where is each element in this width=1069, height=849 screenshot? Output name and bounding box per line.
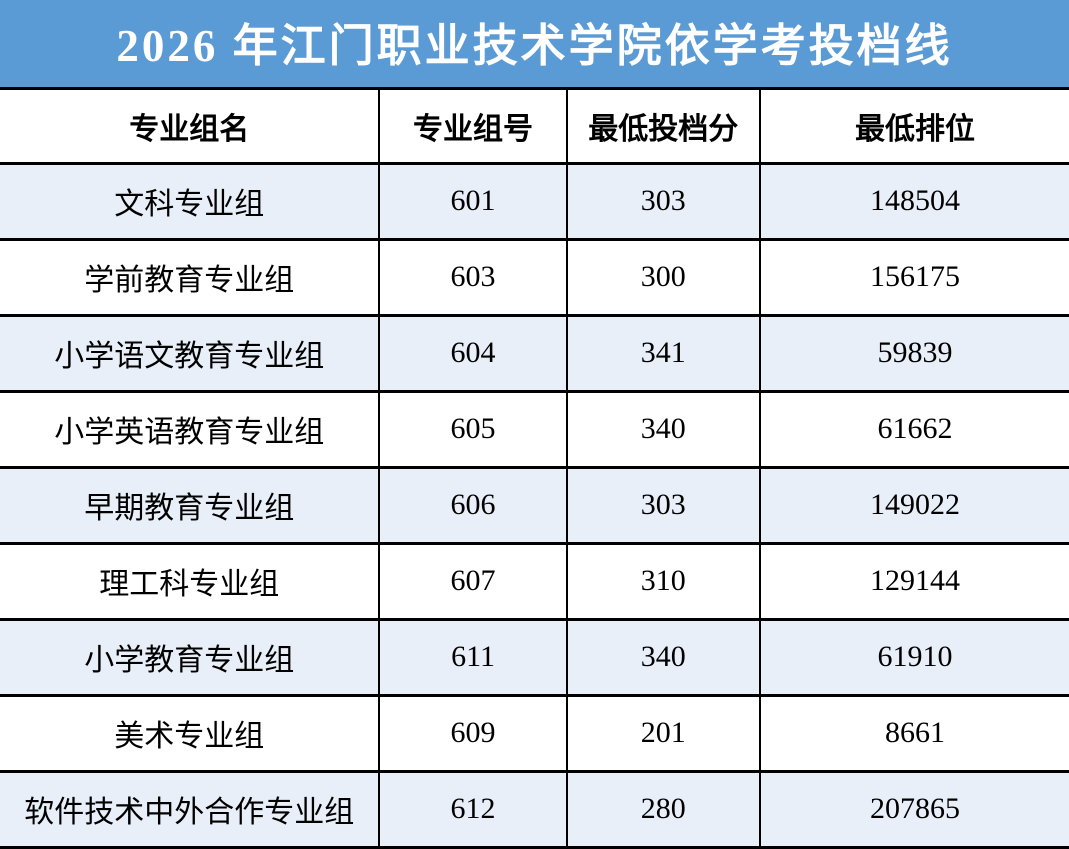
- table-cell: 280: [565, 771, 761, 847]
- table-body: 文科专业组 601 303 148504 学前教育专业组 603 300 156175 小学语文…: [0, 163, 1069, 847]
- table-cell: 61910: [759, 619, 1069, 695]
- table-cell: 59839: [759, 315, 1069, 391]
- table-row: 文科专业组 601 303 148504: [0, 163, 1069, 239]
- table-cell: 603: [378, 239, 567, 315]
- table-cell: 学前教育专业组: [84, 264, 295, 297]
- table-cell: 小学语文教育专业组: [54, 340, 325, 373]
- table-cell: 303: [565, 163, 761, 239]
- table-cell: 61662: [759, 391, 1069, 467]
- table-cell: 340: [565, 391, 761, 467]
- table-cell: 8661: [759, 695, 1069, 771]
- table-cell: 609: [378, 695, 567, 771]
- table-cell: 341: [565, 315, 761, 391]
- table-cell: 美术专业组: [114, 720, 265, 753]
- table-cell: 软件技术中外合作专业组: [24, 796, 355, 829]
- page-title: 2026 年江门职业技术学院依学考投档线: [116, 21, 953, 71]
- header-row: 专业组名 专业组号 最低投档分 最低排位: [0, 90, 1069, 163]
- table-cell: 小学教育专业组: [84, 644, 295, 677]
- scores-table: 专业组名 专业组号 最低投档分 最低排位 文科专业组 601 303 148504 学前…: [0, 90, 1069, 849]
- table-cell: 604: [378, 315, 567, 391]
- title-banner: 2026 年江门职业技术学院依学考投档线: [0, 0, 1069, 90]
- table-cell: 303: [565, 467, 761, 543]
- table-cell: 早期教育专业组: [84, 492, 295, 525]
- table-cell: 148504: [759, 163, 1069, 239]
- table-cell: 小学英语教育专业组: [54, 416, 325, 449]
- table-cell: 601: [378, 163, 567, 239]
- table-cell: 606: [378, 467, 567, 543]
- column-header-min-score: 最低投档分: [565, 90, 761, 163]
- table-row: 美术专业组 609 201 8661: [0, 695, 1069, 771]
- table-cell: 理工科专业组: [99, 568, 280, 601]
- column-header-min-rank: 最低排位: [759, 90, 1069, 163]
- table-row: 小学英语教育专业组 605 340 61662: [0, 391, 1069, 467]
- table-row: 软件技术中外合作专业组 612 280 207865: [0, 771, 1069, 847]
- table-cell: 201: [565, 695, 761, 771]
- table-row: 小学教育专业组 611 340 61910: [0, 619, 1069, 695]
- table-cell: 607: [378, 543, 567, 619]
- table-cell: 310: [565, 543, 761, 619]
- table-cell: 612: [378, 771, 567, 847]
- table-row: 早期教育专业组 606 303 149022: [0, 467, 1069, 543]
- column-header-group-number: 专业组号: [378, 90, 567, 163]
- column-header-group-name: 专业组名: [0, 90, 380, 163]
- table-cell: 300: [565, 239, 761, 315]
- table-row: 小学语文教育专业组 604 341 59839: [0, 315, 1069, 391]
- table-cell: 149022: [759, 467, 1069, 543]
- table-cell: 156175: [759, 239, 1069, 315]
- table-row: 学前教育专业组 603 300 156175: [0, 239, 1069, 315]
- table-cell: 340: [565, 619, 761, 695]
- table-cell: 207865: [759, 771, 1069, 847]
- table-row: 理工科专业组 607 310 129144: [0, 543, 1069, 619]
- table-cell: 611: [378, 619, 567, 695]
- table-cell: 129144: [759, 543, 1069, 619]
- table-cell: 文科专业组: [114, 188, 265, 221]
- table-cell: 605: [378, 391, 567, 467]
